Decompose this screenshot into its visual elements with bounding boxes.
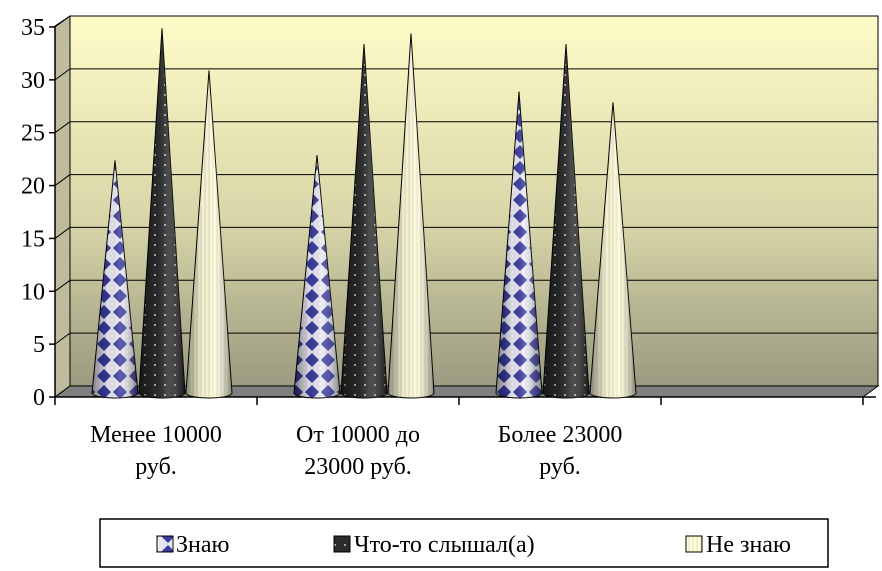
cone-1-3 — [495, 91, 543, 399]
category-label: От 10000 до — [296, 422, 420, 448]
cone-2-1 — [138, 28, 186, 399]
legend-label-ne-znayu: Не знаю — [706, 532, 791, 558]
gridline-side — [54, 227, 71, 239]
gridline-side — [54, 332, 71, 345]
cone-shading — [341, 44, 387, 399]
cone-shading — [496, 91, 542, 398]
cone-shading — [543, 44, 589, 399]
y-tick-label: 20 — [21, 174, 45, 200]
plot-side-wall — [54, 15, 71, 398]
cone-shading — [388, 33, 434, 398]
data-cones — [91, 28, 637, 399]
category-label: Более 23000 — [498, 422, 623, 448]
gridline-side — [54, 174, 71, 186]
legend-swatch-ne-znayu — [685, 535, 703, 553]
cone-3-3 — [589, 102, 637, 399]
y-tick-label: 0 — [33, 385, 45, 411]
y-tick-label: 10 — [21, 279, 45, 305]
y-tick-label: 25 — [21, 121, 45, 147]
legend-swatch-znayu — [156, 535, 174, 553]
cone-shading — [294, 155, 340, 398]
gridline-side — [54, 15, 71, 28]
gridline-side — [54, 68, 71, 81]
cone-3-1 — [185, 70, 233, 399]
cone-2-3 — [542, 44, 590, 399]
category-label: Менее 10000 — [90, 422, 222, 448]
cone-shading — [590, 102, 636, 399]
y-tick-label: 35 — [21, 15, 45, 41]
y-tick-label: 15 — [21, 226, 45, 252]
gridline-side — [54, 279, 71, 292]
gridline-side — [54, 121, 71, 134]
category-label: 23000 руб. — [304, 454, 412, 480]
cone-3-2 — [387, 33, 435, 399]
legend-swatch-chto-to-slyshal — [333, 535, 351, 553]
legend-label-znayu: Знаю — [176, 532, 230, 558]
legend: Знаю Что-то слышал(а) Не знаю — [99, 518, 829, 568]
x-axis: Менее 10000 руб. От 10000 до 23000 руб. Боле… — [54, 396, 876, 480]
legend-label-chto-to-slyshal: Что-то слышал(а) — [354, 532, 535, 558]
cone-shading — [186, 70, 232, 399]
cone-1-2 — [293, 155, 341, 399]
y-axis: 0 5 10 15 20 25 30 35 — [21, 15, 56, 411]
cone-shading — [92, 160, 138, 398]
cone-2-2 — [340, 44, 388, 399]
y-tick-label: 5 — [33, 332, 45, 358]
category-label: руб. — [539, 454, 581, 480]
category-label: руб. — [135, 454, 177, 480]
y-tick-label: 30 — [21, 68, 45, 94]
cone-1-1 — [91, 160, 139, 399]
cone-shading — [139, 28, 185, 398]
legend-box — [99, 518, 829, 568]
